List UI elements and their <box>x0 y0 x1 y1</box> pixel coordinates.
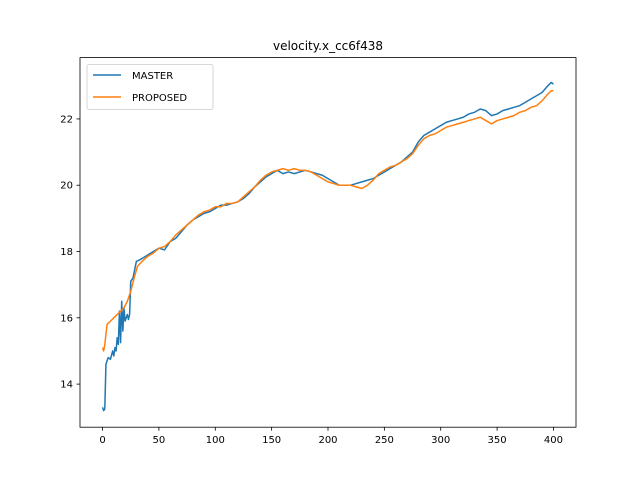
x-tick-label: 200 <box>318 435 337 446</box>
y-axis: 14 16 18 20 22 <box>60 114 80 391</box>
x-tick-label: 400 <box>544 435 563 446</box>
x-tick-label: 100 <box>206 435 225 446</box>
series-layer <box>101 81 554 412</box>
x-tick-label: 350 <box>488 435 507 446</box>
legend-label-proposed: PROPOSED <box>132 93 187 104</box>
y-tick-label: 22 <box>60 114 73 125</box>
y-tick-label: 16 <box>60 313 73 324</box>
x-tick-label: 300 <box>431 435 450 446</box>
legend-label-master: MASTER <box>132 71 173 82</box>
x-tick-label: 250 <box>375 435 394 446</box>
legend: MASTER PROPOSED <box>86 64 214 110</box>
x-tick-label: 150 <box>262 435 281 446</box>
y-tick-label: 18 <box>60 247 73 258</box>
series-line-master <box>101 81 554 412</box>
x-tick-label: 0 <box>99 435 105 446</box>
series-line-proposed <box>101 90 554 352</box>
y-tick-label: 20 <box>60 181 73 192</box>
x-axis: 0 50 100 150 200 250 300 350 400 <box>99 427 563 446</box>
chart-title: velocity.x_cc6f438 <box>273 39 383 53</box>
y-tick-label: 14 <box>60 380 73 391</box>
x-tick-label: 50 <box>153 435 166 446</box>
